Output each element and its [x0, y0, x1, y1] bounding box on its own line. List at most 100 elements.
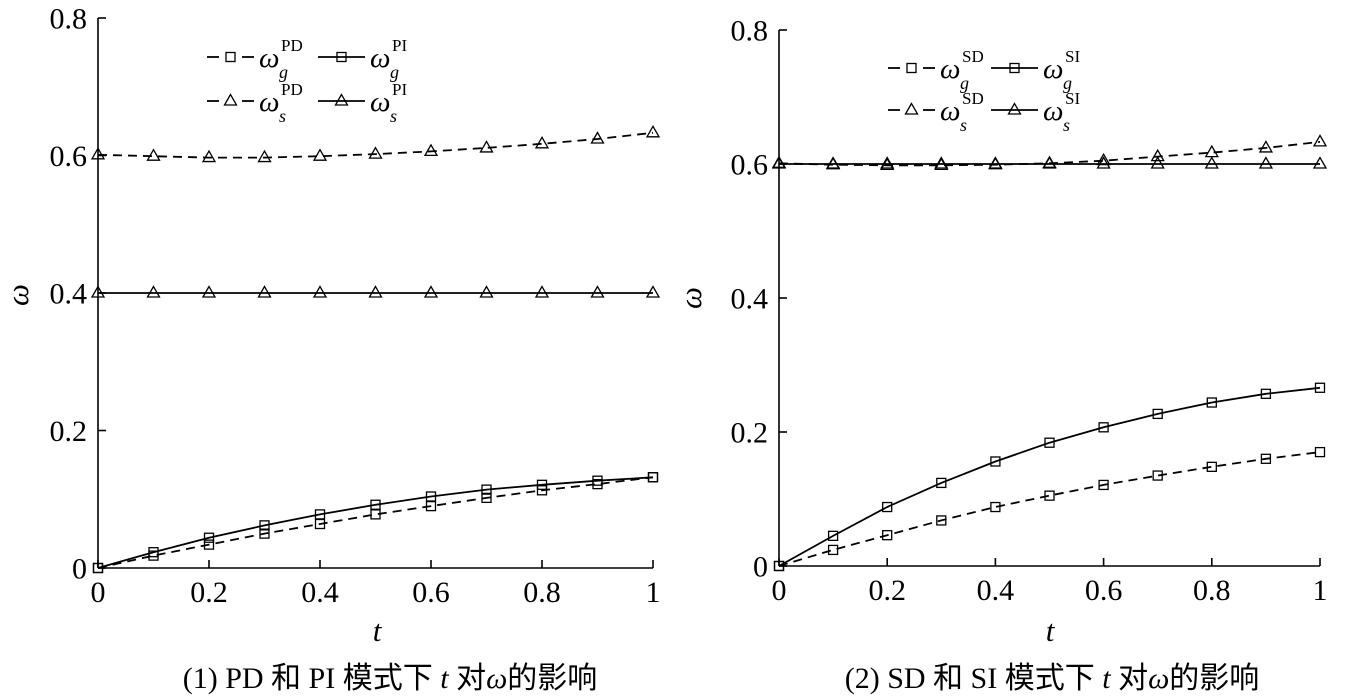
legend-superscript: PI — [392, 36, 407, 55]
data-point-s-si — [1042, 156, 1057, 169]
caption-part: ω — [1148, 662, 1169, 695]
legend-marker — [225, 51, 236, 63]
y-tick-label: 0.8 — [50, 3, 88, 36]
data-point-s-pd — [479, 140, 494, 153]
legend-superscript: SI — [1065, 47, 1080, 66]
y-axis-title: ω — [0, 284, 35, 306]
legend-item-g-pd: ω g PD — [207, 36, 303, 82]
data-point-s-si — [988, 156, 1003, 169]
legend-superscript: PD — [281, 36, 303, 55]
legend-symbol: ω — [940, 95, 960, 127]
legend-subscript: g — [390, 62, 399, 82]
data-point-g-sd — [1152, 470, 1163, 481]
legend-marker — [223, 93, 238, 106]
data-point-g-si — [1206, 397, 1217, 408]
data-point-s-si — [825, 156, 841, 169]
y-tick-label: 0.4 — [731, 283, 769, 316]
x-tick-label: 0.8 — [523, 576, 561, 609]
series-s-pi — [90, 285, 661, 298]
caption-part: 对 — [1111, 662, 1149, 695]
series-line-g-si — [778, 386, 1321, 567]
caption-part: (1) PD 和 PI 模式下 — [183, 662, 441, 695]
caption-part: 的影响 — [1169, 662, 1259, 695]
series-line-s-sd — [778, 141, 1321, 167]
data-point-g-pi — [481, 484, 492, 495]
data-point-s-si — [934, 156, 949, 169]
x-tick-label: 0 — [772, 574, 787, 607]
data-point-s-pi — [590, 285, 605, 298]
data-point-s-si — [1096, 156, 1111, 169]
data-point-s-pi — [201, 285, 217, 298]
data-point-s-pi — [645, 285, 661, 298]
legend-subscript: s — [960, 115, 967, 135]
data-point-g-sd — [827, 544, 839, 556]
data-point-s-si — [771, 156, 787, 169]
legend-marker — [904, 102, 919, 115]
series-line-g-pd — [97, 476, 654, 569]
legend-symbol: ω — [259, 86, 279, 118]
y-tick-label: 0.2 — [731, 417, 769, 450]
x-tick-label: 0.4 — [977, 574, 1015, 607]
data-point-g-pi — [203, 532, 215, 543]
caption-part: t — [1102, 662, 1111, 695]
data-point-s-pd — [90, 147, 106, 160]
data-point-s-sd — [1096, 152, 1111, 166]
data-point-s-si — [880, 156, 895, 169]
data-point-g-si — [827, 530, 839, 541]
x-tick-label: 0.2 — [868, 574, 906, 607]
series-g-si — [773, 382, 1326, 572]
data-point-s-sd — [1312, 134, 1328, 147]
legend-subscript: g — [960, 73, 969, 93]
series-g-pd — [92, 472, 659, 574]
legend-symbol: ω — [370, 42, 390, 74]
axes: 0 0.2 0.4 0.6 0.8 0 0.2 0.4 0.6 0.8 1 — [50, 3, 661, 610]
data-point-s-pd — [201, 149, 217, 163]
data-point-g-pd — [259, 528, 270, 539]
legend-symbol: ω — [259, 42, 279, 74]
legend-superscript: SD — [962, 89, 984, 108]
x-tick-label: 0.4 — [301, 576, 339, 609]
legend-item-s-pi: ω s PI — [318, 80, 407, 126]
data-point-g-si — [773, 560, 785, 572]
data-point-s-si — [1150, 156, 1165, 169]
legend-subscript: s — [279, 106, 286, 126]
legend-superscript: PD — [281, 80, 303, 99]
caption-part: t — [440, 662, 449, 695]
data-point-g-sd — [936, 515, 947, 526]
data-point-s-pd — [590, 131, 605, 144]
data-point-s-pd — [146, 148, 161, 161]
data-point-g-sd — [1098, 479, 1109, 491]
data-point-s-pi — [257, 285, 272, 298]
legend-marker — [1009, 62, 1020, 74]
legend-item-g-pi: ω g PI — [318, 36, 407, 82]
data-point-s-pi — [368, 285, 383, 298]
y-tick-label: 0.8 — [731, 15, 769, 48]
data-point-s-pi — [479, 285, 494, 298]
series-line-g-pi — [97, 476, 654, 569]
x-axis-title: t — [1046, 613, 1056, 648]
x-tick-label: 1 — [646, 576, 661, 609]
data-point-g-si — [990, 456, 1001, 467]
x-tick-label: 1 — [1313, 574, 1328, 607]
legend-superscript: SI — [1065, 89, 1080, 108]
series-s-pd — [90, 125, 661, 163]
data-point-g-pi — [592, 475, 603, 486]
legend-subscript: g — [1063, 73, 1072, 93]
data-point-s-pi — [423, 285, 439, 298]
legend-symbol: ω — [370, 86, 390, 118]
data-point-g-sd — [882, 530, 893, 541]
data-point-s-sd — [1150, 148, 1165, 162]
y-tick-label: 0 — [753, 551, 768, 584]
series-g-pi — [92, 472, 659, 574]
legend-marker — [1007, 102, 1022, 115]
data-point-g-si — [882, 501, 893, 513]
x-axis-title: t — [373, 613, 383, 648]
y-tick-label: 0.6 — [50, 140, 88, 173]
x-tick-label: 0 — [91, 576, 106, 609]
data-point-s-pd — [368, 146, 383, 159]
data-point-g-pi — [370, 499, 381, 510]
data-point-g-si — [1260, 388, 1272, 399]
